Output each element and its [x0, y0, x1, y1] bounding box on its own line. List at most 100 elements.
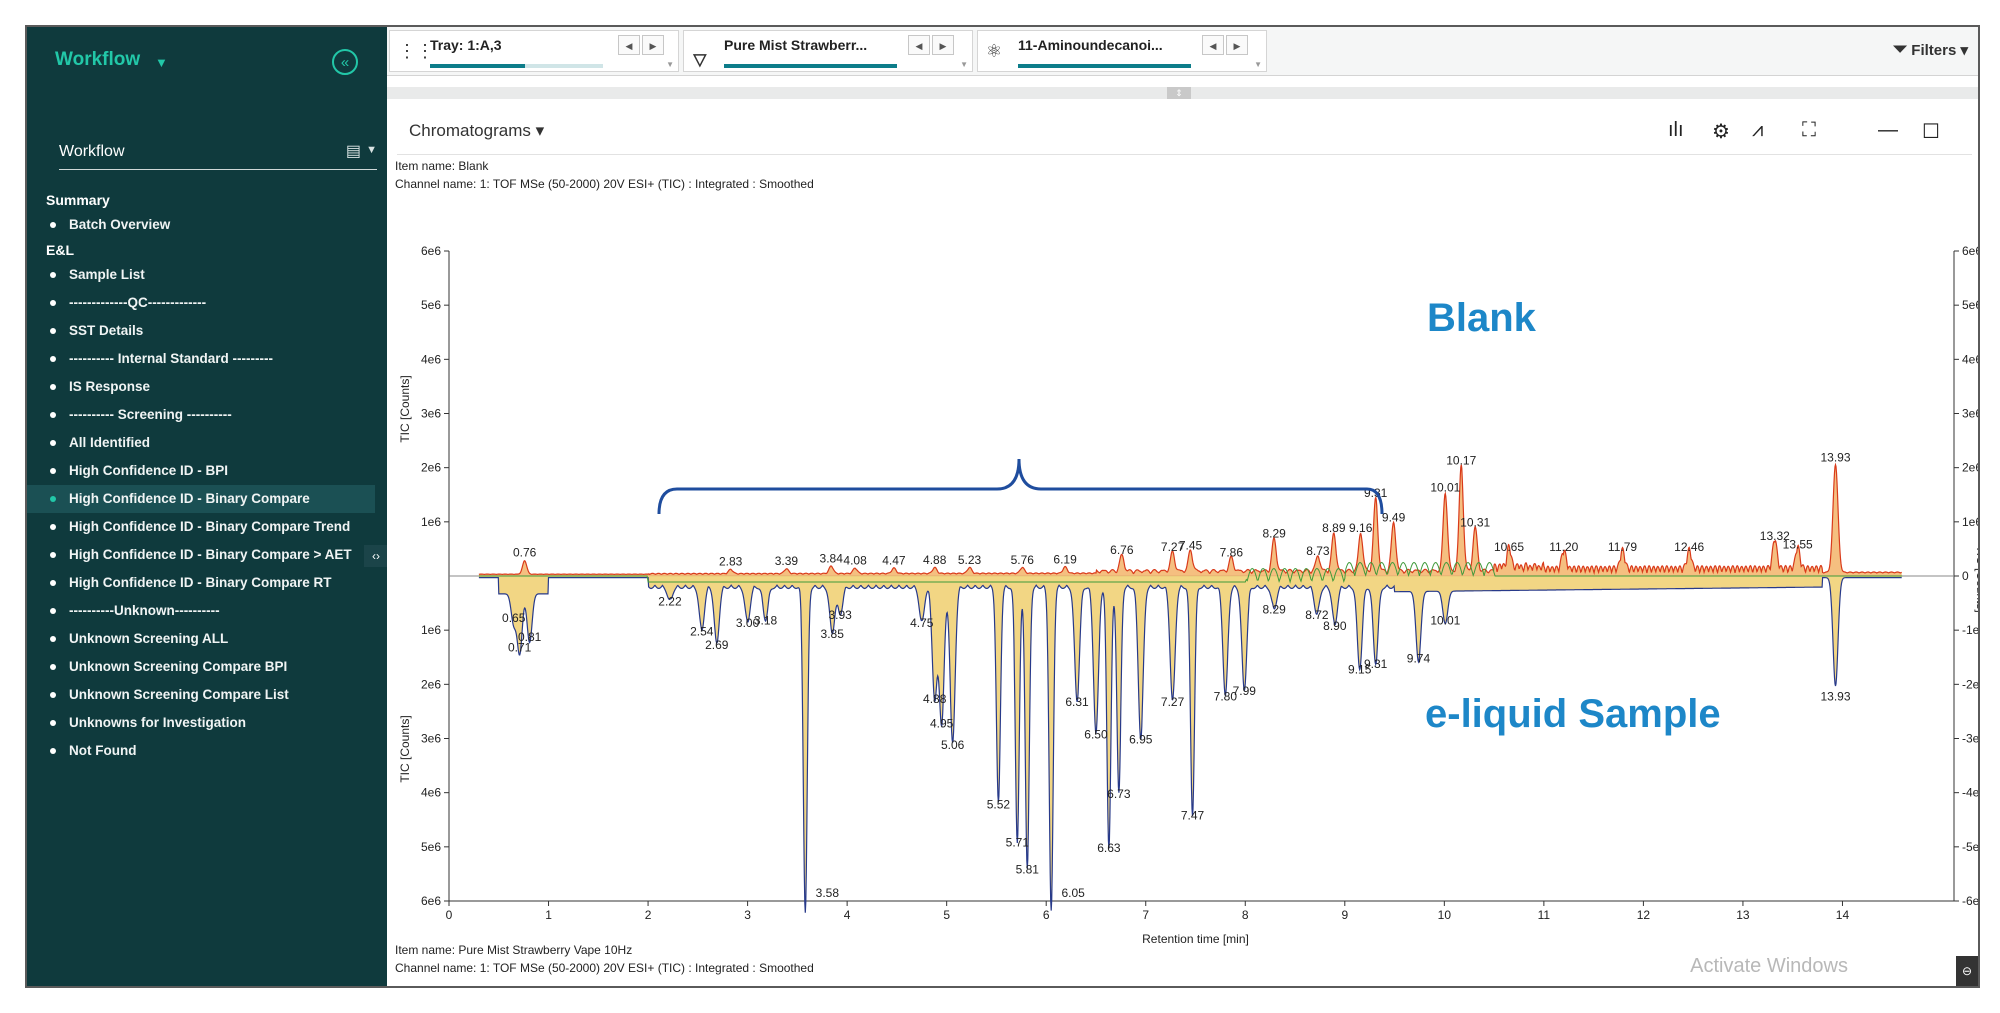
nav-item-label: IS Response — [69, 379, 151, 394]
overlay-button-icon[interactable]: ⊖ — [1956, 956, 1978, 986]
nav-item[interactable]: ---------- Screening ---------- — [27, 401, 387, 429]
nav-item[interactable]: Unknown Screening Compare BPI — [27, 653, 387, 681]
y-tick-label-right: -4e6 — [1962, 786, 1978, 800]
y-tick-label: 5e6 — [421, 840, 441, 854]
nav-item[interactable]: Unknown Screening ALL — [27, 625, 387, 653]
x-tick-label: 0 — [446, 908, 453, 922]
filter-icon: ⏷ — [1892, 39, 1908, 59]
bracket-annotation — [657, 458, 1384, 515]
nav-item[interactable]: ---------- Internal Standard --------- — [27, 345, 387, 373]
nav-item[interactable]: High Confidence ID - Binary Compare — [27, 485, 375, 513]
nav-item-label: Batch Overview — [69, 217, 171, 232]
peak-label-sample: 9.74 — [1407, 651, 1431, 665]
chevron-down-icon[interactable]: ▼ — [155, 55, 168, 70]
sample-selector[interactable]: 🜄 Pure Mist Strawberr... ◀ ▶ ▼ — [683, 30, 973, 72]
nav-item-label: Sample List — [69, 267, 145, 282]
nav-item[interactable]: High Confidence ID - Binary Compare RT — [27, 569, 387, 597]
nav-item[interactable]: ----------Unknown---------- — [27, 597, 387, 625]
panel-splitter[interactable]: ⇕ — [387, 87, 1978, 99]
x-tick-label: 3 — [744, 908, 751, 922]
peak-label-sample: 3.18 — [754, 614, 778, 628]
chevrons-left-icon[interactable]: « — [332, 49, 358, 75]
peak-label-sample: 9.15 — [1348, 662, 1372, 676]
x-tick-label: 10 — [1438, 908, 1452, 922]
resize-grip-icon[interactable]: ⇕ — [1167, 87, 1191, 99]
sample-trace-line — [478, 577, 1902, 913]
peak-label-blank: 10.01 — [1430, 480, 1460, 494]
chevron-down-icon[interactable]: ▼ — [666, 60, 674, 69]
nav-item[interactable]: IS Response — [27, 373, 387, 401]
bullet-icon — [50, 222, 56, 228]
peak-label-blank: 10.17 — [1446, 453, 1476, 467]
peak-label-sample: 3.85 — [821, 627, 845, 641]
next-arrow-icon[interactable]: ▶ — [642, 35, 664, 55]
nav-item[interactable]: Batch Overview — [27, 211, 387, 239]
prev-arrow-icon[interactable]: ◀ — [618, 35, 640, 55]
nav-item-label: SST Details — [69, 323, 144, 338]
y-tick-label: 4e6 — [421, 786, 441, 800]
fullscreen-icon[interactable]: ⛶ — [1802, 119, 1816, 141]
peak-label-sample: 8.29 — [1262, 603, 1286, 617]
peak-label-blank: 6.19 — [1053, 553, 1077, 567]
x-tick-label: 1 — [545, 908, 552, 922]
peak-label-sample: 3.00 — [736, 616, 760, 630]
peak-label-sample: 0.71 — [508, 641, 532, 655]
y-tick-label: 2e6 — [421, 461, 441, 475]
filters-button[interactable]: ⏷ Filters ▾ — [1892, 39, 1968, 59]
panel-title[interactable]: Chromatograms ▾ — [409, 121, 545, 140]
maximize-icon[interactable]: ☐ — [1922, 121, 1940, 143]
peak-label-blank: 5.23 — [958, 553, 982, 567]
y-tick-label-right: 6e6 — [1962, 244, 1978, 258]
chevron-down-icon[interactable]: ▼ — [960, 60, 968, 69]
workflow-menu-title[interactable]: Workflow — [55, 49, 141, 70]
annotation-blank: Blank — [1427, 296, 1537, 340]
nav-item-label: High Confidence ID - Binary Compare Tren… — [69, 519, 351, 534]
peak-label-blank: 4.88 — [923, 553, 947, 567]
tray-selector[interactable]: ⋮⋮ Tray: 1:A,3 ◀ ▶ ▼ — [389, 30, 679, 72]
nav-item[interactable]: High Confidence ID - Binary Compare Tren… — [27, 513, 387, 541]
prev-arrow-icon[interactable]: ◀ — [908, 35, 930, 55]
app-window: Workflow ▼ « Workflow ▤ ▼ Summary Batch O… — [25, 25, 1980, 988]
peak-label-sample: 3.93 — [828, 608, 852, 622]
peak-label-sample: 6.05 — [1061, 886, 1085, 900]
peak-label-blank: 8.89 — [1322, 521, 1346, 535]
prev-arrow-icon[interactable]: ◀ — [1202, 35, 1224, 55]
nav-item[interactable]: SST Details — [27, 317, 387, 345]
activation-watermark: Activate Windows — [1690, 955, 1848, 977]
gear-icon[interactable]: ⚙ — [1712, 121, 1730, 143]
nav-item[interactable]: High Confidence ID - Binary Compare > AE… — [27, 541, 387, 569]
document-list-icon[interactable]: ▤ — [345, 143, 361, 160]
peak-select-icon[interactable]: ılı — [1668, 119, 1684, 141]
next-arrow-icon[interactable]: ▶ — [932, 35, 954, 55]
y-tick-label-right: 4e6 — [1962, 352, 1978, 366]
workflow-selector[interactable]: Workflow ▤ ▼ — [59, 137, 377, 170]
minimize-icon[interactable]: — — [1878, 119, 1898, 141]
nav-item[interactable]: Sample List — [27, 261, 387, 289]
chevron-down-icon[interactable]: ▼ — [366, 144, 377, 156]
y-tick-label-right: 0 — [1962, 569, 1969, 583]
nav-item-label: High Confidence ID - Binary Compare > AE… — [69, 547, 352, 562]
chevron-down-icon[interactable]: ▼ — [1254, 60, 1262, 69]
peak-label-sample: 2.22 — [658, 595, 682, 609]
collapse-toggle-icon[interactable]: ‹› — [364, 545, 388, 567]
y-tick-label-right: 1e6 — [1962, 515, 1978, 529]
nav-item-label: Unknown Screening Compare BPI — [69, 659, 288, 674]
peak-label-blank: 0.76 — [513, 545, 537, 559]
nav-item[interactable]: Unknown Screening Compare List — [27, 681, 387, 709]
peak-label-blank: 7.27 — [1161, 540, 1185, 554]
compound-selector[interactable]: ⚛ 11-Aminoundecanoi... ◀ ▶ ▼ — [977, 30, 1267, 72]
nav-item[interactable]: All Identified — [27, 429, 387, 457]
sample-trace-fill — [478, 576, 1902, 913]
nav-item[interactable]: Not Found — [27, 737, 387, 765]
chart-display-icon[interactable]: ⩘ — [1752, 119, 1764, 141]
nav-item[interactable]: -------------QC------------- — [27, 289, 387, 317]
nav-item[interactable]: Unknowns for Investigation — [27, 709, 387, 737]
peak-label-sample: 13.93 — [1820, 689, 1850, 703]
peak-label-blank: 7.45 — [1179, 538, 1203, 552]
nav-item[interactable]: High Confidence ID - BPI — [27, 457, 387, 485]
y-tick-label: 6e6 — [421, 244, 441, 258]
nav-item-label: ---------- Internal Standard --------- — [69, 351, 273, 366]
next-arrow-icon[interactable]: ▶ — [1226, 35, 1248, 55]
peak-label-sample: 9.31 — [1364, 657, 1388, 671]
